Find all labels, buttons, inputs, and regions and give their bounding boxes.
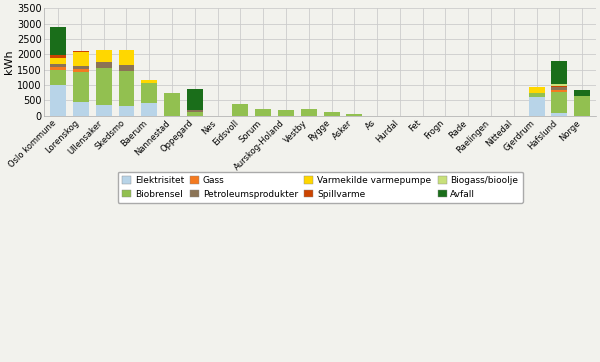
Bar xyxy=(96,50,112,62)
Bar xyxy=(73,52,89,66)
Bar xyxy=(346,114,362,115)
Bar xyxy=(50,85,66,115)
Bar xyxy=(50,70,66,85)
Bar xyxy=(96,62,112,68)
Bar xyxy=(142,83,157,103)
Bar xyxy=(73,66,89,69)
Bar xyxy=(50,55,66,58)
Bar xyxy=(119,65,134,71)
Bar xyxy=(50,64,66,67)
Bar xyxy=(119,106,134,115)
Bar xyxy=(73,69,89,72)
Bar xyxy=(529,97,545,115)
Bar xyxy=(50,67,66,70)
Bar xyxy=(551,61,568,84)
Y-axis label: kWh: kWh xyxy=(4,50,14,74)
Bar xyxy=(551,86,568,87)
Bar xyxy=(323,112,340,115)
Bar xyxy=(278,110,294,115)
Bar xyxy=(551,92,568,113)
Bar xyxy=(551,90,568,92)
Bar xyxy=(301,109,317,115)
Bar xyxy=(551,113,568,115)
Legend: Elektrisitet, Biobrensel, Gass, Petroleumsprodukter, Varmekilde varmepumpe, Spil: Elektrisitet, Biobrensel, Gass, Petroleu… xyxy=(118,172,523,203)
Bar xyxy=(574,90,590,96)
Bar xyxy=(119,71,134,106)
Bar xyxy=(119,50,134,65)
Bar xyxy=(551,87,568,90)
Bar xyxy=(574,96,590,115)
Bar xyxy=(50,58,66,64)
Bar xyxy=(232,104,248,115)
Bar xyxy=(73,72,89,102)
Bar xyxy=(187,111,203,115)
Bar xyxy=(551,84,568,86)
Bar xyxy=(255,109,271,115)
Bar xyxy=(164,93,180,115)
Bar xyxy=(529,87,545,93)
Bar xyxy=(142,103,157,115)
Bar xyxy=(96,105,112,115)
Bar xyxy=(529,93,545,97)
Bar xyxy=(142,80,157,83)
Bar xyxy=(73,51,89,52)
Bar xyxy=(50,27,66,55)
Bar xyxy=(187,89,203,110)
Bar xyxy=(73,102,89,115)
Bar xyxy=(187,110,203,111)
Bar xyxy=(96,68,112,105)
